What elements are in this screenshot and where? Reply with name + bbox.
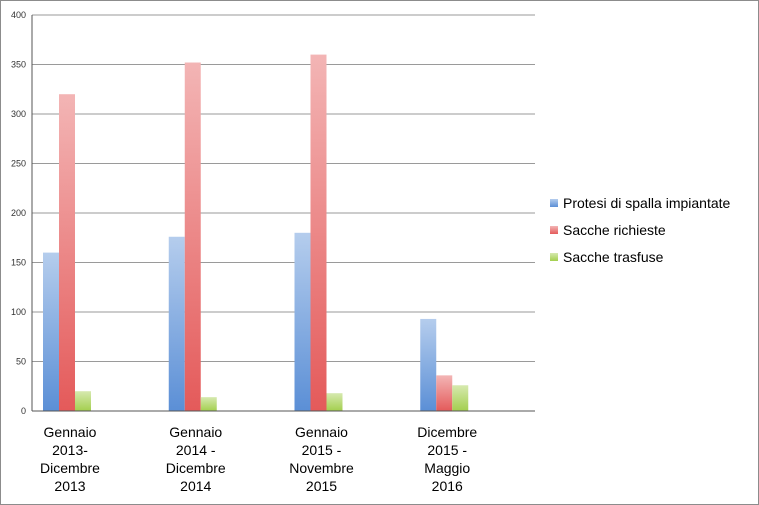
bar-1-3 bbox=[294, 232, 311, 411]
bar-1-2 bbox=[168, 236, 185, 411]
bar-2-2 bbox=[184, 62, 201, 412]
bar-2-4 bbox=[436, 375, 453, 411]
legend-item: Protesi di spalla impiantate bbox=[550, 195, 731, 211]
legend-item: Sacche richieste bbox=[550, 222, 666, 238]
bar-3-1 bbox=[75, 391, 91, 411]
axes bbox=[31, 15, 535, 412]
x-category-label: Dicembre 2015 -Maggio 2016 bbox=[417, 424, 477, 494]
y-tick-label: 0 bbox=[21, 406, 26, 416]
legend: Protesi di spalla impiantate Sacche richi… bbox=[550, 195, 731, 265]
legend-label: Protesi di spalla impiantate bbox=[563, 195, 731, 211]
y-tick-label: 350 bbox=[11, 60, 26, 70]
bar-1-1 bbox=[43, 252, 59, 411]
legend-swatch bbox=[550, 253, 558, 261]
bar-3-2 bbox=[200, 397, 217, 411]
bar-2-3 bbox=[310, 54, 327, 411]
legend-swatch bbox=[550, 199, 558, 207]
bar-3-3 bbox=[326, 393, 343, 411]
bars bbox=[43, 54, 469, 412]
y-tick-label: 400 bbox=[11, 10, 26, 20]
bar-3-4 bbox=[452, 385, 469, 411]
y-tick-label: 50 bbox=[16, 357, 26, 367]
legend-label: Sacche trasfuse bbox=[563, 249, 664, 265]
y-tick-label: 300 bbox=[11, 109, 26, 119]
y-tick-label: 100 bbox=[11, 307, 26, 317]
y-tick-label: 250 bbox=[11, 159, 26, 169]
bar-1-4 bbox=[420, 318, 437, 411]
legend-label: Sacche richieste bbox=[563, 222, 666, 238]
x-category-label: Gennaio 2015 -Novembre 2015 bbox=[289, 424, 354, 494]
x-axis-labels: Gennaio 2013-Dicembre 2013 Gennaio 2014 -Dic… bbox=[40, 424, 477, 494]
x-category-label: Gennaio 2013-Dicembre 2013 bbox=[40, 424, 100, 494]
bar-2-1 bbox=[59, 94, 75, 411]
y-tick-label: 150 bbox=[11, 258, 26, 268]
y-axis-ticks: 0 50 100 150 200 250 300 350 400 bbox=[11, 10, 26, 416]
y-tick-label: 200 bbox=[11, 208, 26, 218]
x-category-label: Gennaio 2014 -Dicembre 2014 bbox=[166, 424, 226, 494]
legend-item: Sacche trasfuse bbox=[550, 249, 664, 265]
legend-swatch bbox=[550, 226, 558, 234]
gridlines bbox=[32, 14, 535, 362]
